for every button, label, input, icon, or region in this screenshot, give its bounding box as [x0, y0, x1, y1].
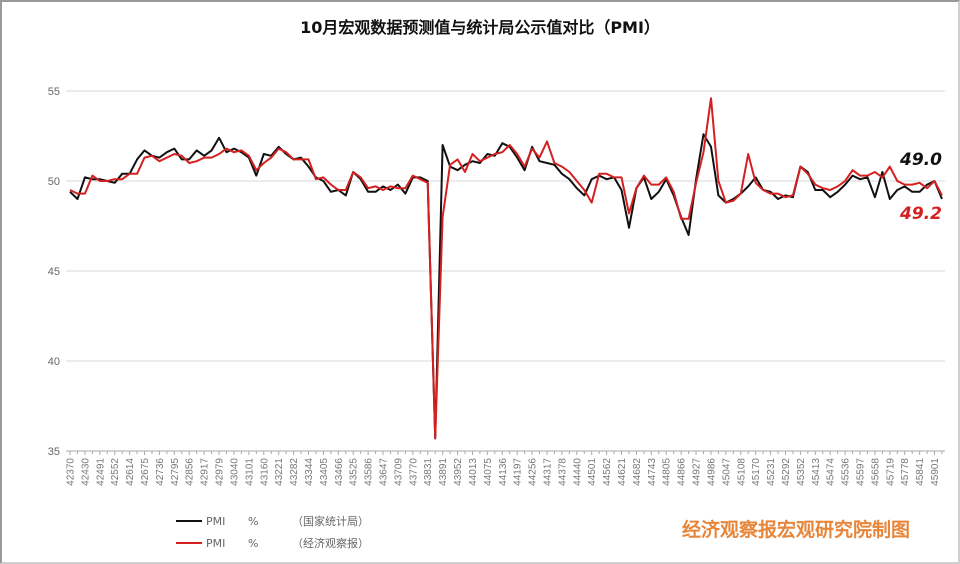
x-tick-label: 42675 — [140, 458, 151, 486]
x-tick-label: 43770 — [408, 458, 419, 486]
x-tick-label: 44440 — [572, 458, 583, 486]
legend-series-name: PMI — [206, 514, 226, 528]
legend-swatch-black — [176, 520, 202, 522]
x-tick-label: 43101 — [244, 458, 255, 486]
nbs-last-value-label: 49.0 — [900, 150, 942, 170]
x-tick-label: 42856 — [185, 458, 196, 486]
legend-source: （经济观察报） — [292, 537, 369, 550]
legend-item-nbs: PMI % （国家统计局） — [176, 510, 369, 532]
chart-title: 10月宏观数据预测值与统计局公示值对比（PMI） — [300, 18, 660, 37]
x-tick-label: 42430 — [80, 458, 91, 486]
x-tick-label: 45170 — [751, 458, 762, 486]
x-tick-label: 44136 — [498, 458, 509, 486]
x-tick-label: 44501 — [587, 458, 598, 486]
x-tick-label: 44805 — [662, 458, 673, 486]
x-tick-label: 45231 — [766, 458, 777, 486]
x-tick-label: 45047 — [721, 458, 732, 486]
x-tick-label: 43709 — [393, 458, 404, 486]
x-tick-label: 43344 — [304, 458, 315, 486]
x-tick-label: 45536 — [841, 458, 852, 486]
x-tick-label: 44197 — [513, 458, 524, 486]
x-tick-label: 44256 — [528, 458, 539, 486]
x-tick-label: 45597 — [856, 458, 867, 486]
x-tick-label: 44986 — [706, 458, 717, 486]
x-tick-label: 44682 — [632, 458, 643, 486]
x-tick-label: 42370 — [66, 458, 77, 486]
legend-swatch-red — [176, 542, 202, 544]
x-tick-label: 42736 — [155, 458, 166, 486]
x-tick-label: 43952 — [453, 458, 464, 486]
x-tick-label: 43221 — [274, 458, 285, 486]
chart-legend: PMI % （国家统计局） PMI % （经济观察报） — [176, 510, 369, 554]
x-tick-label: 43040 — [229, 458, 240, 486]
x-tick-label: 43160 — [259, 458, 270, 486]
x-tick-label: 45352 — [796, 458, 807, 486]
x-tick-label: 43647 — [379, 458, 390, 486]
x-tick-label: 44562 — [602, 458, 613, 486]
x-tick-label: 43586 — [364, 458, 375, 486]
x-tick-label: 44743 — [647, 458, 658, 486]
series-line-eeo — [69, 97, 943, 440]
x-tick-label: 42795 — [170, 458, 181, 486]
x-tick-label: 45658 — [870, 458, 881, 486]
x-tick-label: 43891 — [438, 458, 449, 486]
x-tick-label: 44075 — [483, 458, 494, 486]
x-tick-label: 43831 — [423, 458, 434, 486]
x-tick-label: 45778 — [900, 458, 911, 486]
y-tick-label: 50 — [48, 176, 60, 188]
y-tick-label: 35 — [48, 446, 60, 458]
x-tick-label: 44378 — [557, 458, 568, 486]
y-tick-label: 40 — [48, 356, 60, 368]
x-tick-label: 45841 — [915, 458, 926, 486]
x-tick-label: 42491 — [95, 458, 106, 486]
x-tick-label: 43405 — [319, 458, 330, 486]
x-tick-label: 42614 — [125, 458, 136, 486]
legend-source: （国家统计局） — [292, 515, 369, 528]
x-tick-label: 42917 — [200, 458, 211, 486]
y-tick-label: 55 — [48, 86, 60, 98]
x-tick-label: 43525 — [349, 458, 360, 486]
legend-item-eeo: PMI % （经济观察报） — [176, 532, 369, 554]
x-tick-label: 44866 — [677, 458, 688, 486]
x-tick-label: 43466 — [334, 458, 345, 486]
legend-series-name: PMI — [206, 536, 226, 550]
x-tick-label: 45719 — [885, 458, 896, 486]
legend-unit: % — [248, 536, 259, 550]
y-tick-label: 45 — [48, 266, 60, 278]
x-tick-label: 44621 — [617, 458, 628, 486]
eeo-last-value-label: 49.2 — [900, 204, 942, 224]
x-tick-label: 45474 — [826, 458, 837, 486]
chart-credit: 经济观察报宏观研究院制图 — [682, 519, 911, 541]
x-tick-label: 44317 — [542, 458, 553, 486]
x-tick-label: 44013 — [468, 458, 479, 486]
x-tick-label: 43282 — [289, 458, 300, 486]
x-tick-label: 45901 — [930, 458, 941, 486]
x-tick-label: 42552 — [110, 458, 121, 486]
x-tick-label: 42979 — [215, 458, 226, 486]
legend-unit: % — [248, 514, 259, 528]
x-tick-label: 45108 — [736, 458, 747, 486]
x-tick-label: 44927 — [692, 458, 703, 486]
x-tick-label: 45292 — [781, 458, 792, 486]
x-tick-label: 45413 — [811, 458, 822, 486]
